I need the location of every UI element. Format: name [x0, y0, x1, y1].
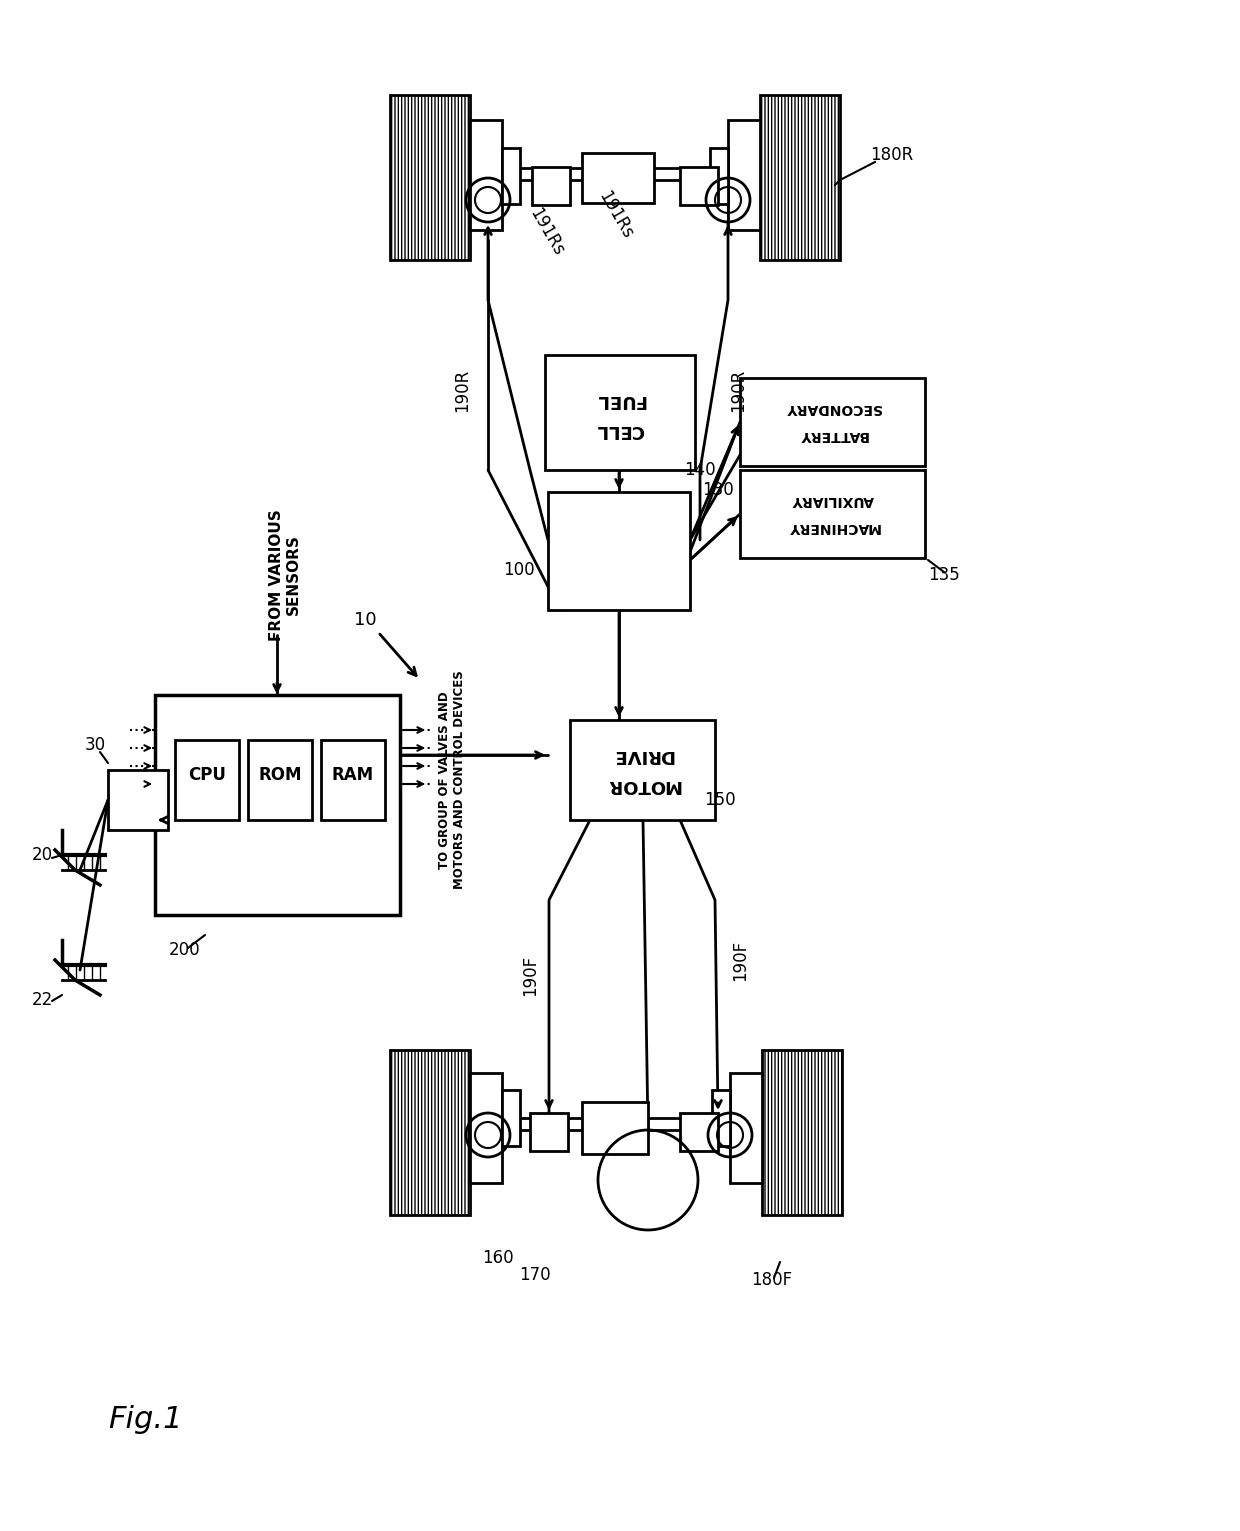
Text: 200: 200 [169, 942, 201, 958]
Text: 140: 140 [684, 461, 715, 479]
Bar [248, 739, 312, 821]
Text: TO GROUP OF VALVES AND
MOTORS AND CONTROL DEVICES: TO GROUP OF VALVES AND MOTORS AND CONTRO… [438, 671, 466, 890]
Text: CELL: CELL [596, 421, 644, 439]
Text: 20: 20 [31, 847, 52, 863]
Bar [760, 95, 839, 260]
Bar [532, 167, 570, 205]
Text: 150: 150 [704, 792, 735, 808]
Text: 191Rs: 191Rs [526, 205, 567, 259]
Bar [548, 491, 689, 609]
Text: 190R: 190R [729, 369, 746, 412]
Text: 190F: 190F [732, 940, 749, 980]
Text: Fig.1: Fig.1 [108, 1405, 182, 1435]
Text: 170: 170 [520, 1266, 551, 1285]
Text: MOTOR: MOTOR [606, 776, 681, 795]
Text: SECONDARY: SECONDARY [785, 401, 880, 415]
Text: 10: 10 [353, 611, 376, 629]
Text: RAM: RAM [332, 766, 374, 784]
Text: MACHINERY: MACHINERY [786, 521, 879, 534]
Bar [391, 1050, 470, 1216]
Text: AUXILIARY: AUXILIARY [792, 493, 874, 507]
Text: 130: 130 [702, 481, 734, 499]
Bar [108, 770, 167, 830]
Text: CPU: CPU [188, 766, 226, 784]
Text: DRIVE: DRIVE [613, 746, 673, 764]
Bar [502, 1090, 520, 1147]
Bar [546, 355, 694, 470]
Text: 190R: 190R [453, 369, 471, 412]
Bar [175, 739, 239, 821]
Bar [582, 1102, 649, 1154]
Bar [740, 470, 925, 557]
Bar [529, 1113, 568, 1151]
Text: 191Rs: 191Rs [594, 188, 636, 242]
Bar [730, 1073, 763, 1183]
Text: ROM: ROM [258, 766, 301, 784]
Bar [321, 739, 384, 821]
Bar [470, 1073, 502, 1183]
Bar [728, 119, 760, 230]
Text: 135: 135 [928, 566, 960, 583]
Text: 190F: 190F [521, 954, 539, 995]
Bar [763, 1050, 842, 1216]
Bar [711, 149, 728, 204]
Text: 160: 160 [482, 1249, 513, 1268]
Bar [155, 695, 401, 916]
Bar [680, 167, 718, 205]
Bar [570, 720, 715, 821]
Bar [391, 95, 470, 260]
Bar [740, 378, 925, 465]
Text: 180F: 180F [751, 1271, 792, 1289]
Bar [712, 1090, 730, 1147]
Bar [582, 153, 653, 204]
Bar [680, 1113, 718, 1151]
Text: 100: 100 [503, 560, 534, 579]
Text: 22: 22 [31, 991, 52, 1009]
Text: 180R: 180R [870, 145, 914, 164]
Text: FROM VARIOUS
SENSORS: FROM VARIOUS SENSORS [269, 510, 301, 641]
Text: 30: 30 [84, 736, 105, 753]
Text: BATTERY: BATTERY [799, 429, 868, 442]
Bar [470, 119, 502, 230]
Bar [502, 149, 520, 204]
Text: FUEL: FUEL [595, 390, 645, 409]
